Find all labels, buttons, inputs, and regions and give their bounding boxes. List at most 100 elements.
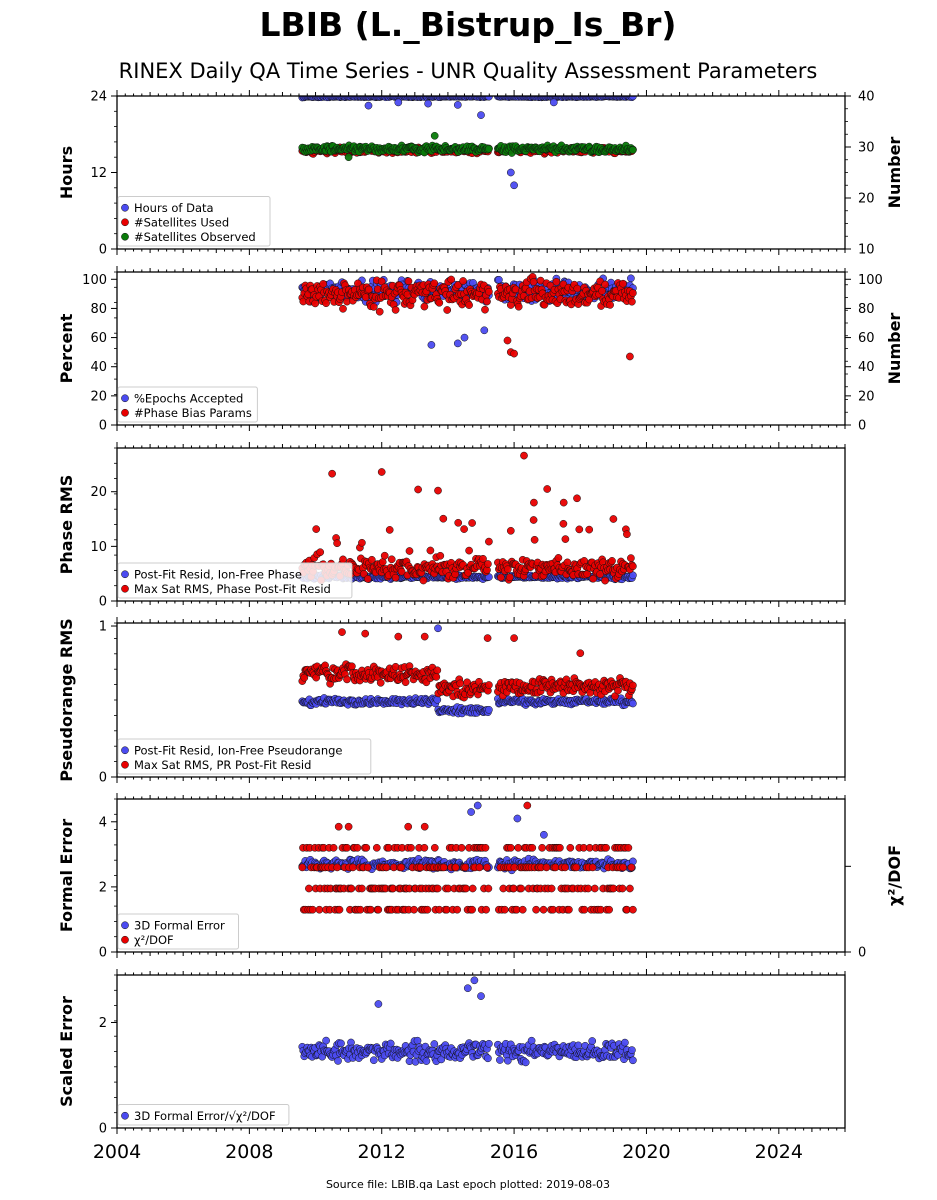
data-point xyxy=(364,101,373,110)
y-tick-label: 80 xyxy=(90,302,107,317)
data-point xyxy=(576,649,585,658)
legend-box xyxy=(117,196,271,247)
legend-marker xyxy=(121,203,129,212)
x-ticks-percent xyxy=(116,266,846,431)
data-point xyxy=(387,555,396,564)
data-point xyxy=(439,514,448,523)
data-point xyxy=(401,678,410,687)
data-point xyxy=(538,843,546,852)
legend-label: Post-Fit Resid, Ion-Free Pseudorange xyxy=(134,743,342,757)
y-tick-label: 100 xyxy=(82,273,107,288)
data-point xyxy=(590,884,599,893)
data-point xyxy=(627,554,635,562)
data-point xyxy=(369,1056,378,1065)
data-point xyxy=(575,525,584,534)
y2-tick-label: 20 xyxy=(858,192,875,207)
legend-hours: Hours of Data#Satellites Used#Satellites… xyxy=(117,196,271,247)
legend-marker xyxy=(121,746,129,755)
data-point xyxy=(629,146,637,154)
data-point xyxy=(484,1054,492,1063)
data-point xyxy=(347,884,356,893)
data-point xyxy=(394,632,403,641)
data-point xyxy=(348,662,356,671)
data-point xyxy=(580,905,589,914)
data-point xyxy=(530,498,538,507)
data-point xyxy=(397,567,406,576)
data-point xyxy=(598,287,606,295)
y-tick-label: 20 xyxy=(90,389,107,404)
data-point xyxy=(521,1058,530,1067)
data-point xyxy=(503,336,512,345)
legend-label: Max Sat RMS, PR Post-Fit Resid xyxy=(134,758,311,772)
data-point xyxy=(405,547,414,555)
data-point xyxy=(339,555,347,564)
data-point xyxy=(497,573,505,582)
legend-marker xyxy=(121,760,129,769)
data-point xyxy=(457,843,466,852)
data-point xyxy=(518,905,527,914)
data-point xyxy=(362,843,371,852)
data-point xyxy=(468,884,477,893)
data-point xyxy=(435,298,444,307)
y-ticks-pseudorange: 01 xyxy=(99,620,117,786)
panel-phase: 0 10 20 Phase RMS Post-Fit Resid, Ion-Free P… xyxy=(57,442,846,610)
data-point xyxy=(529,278,538,286)
data-point xyxy=(475,863,484,872)
points-pseudorange xyxy=(298,624,637,718)
data-point xyxy=(523,801,532,810)
data-point xyxy=(311,299,320,308)
data-point xyxy=(465,301,473,309)
data-point xyxy=(305,884,313,893)
points-formal xyxy=(298,801,637,914)
series-hours-2 xyxy=(298,131,637,162)
data-point xyxy=(513,814,522,823)
legend-box xyxy=(117,913,239,950)
data-point xyxy=(485,287,493,296)
y2-tick-label: 40 xyxy=(858,360,875,375)
data-point xyxy=(434,486,442,495)
data-point xyxy=(377,468,386,476)
data-point xyxy=(528,843,537,852)
data-point xyxy=(483,634,492,642)
data-point xyxy=(484,884,493,893)
data-point xyxy=(480,326,489,335)
data-point xyxy=(601,576,609,585)
legend-marker xyxy=(121,570,129,579)
data-point xyxy=(589,574,598,583)
x-ticks-formal xyxy=(116,793,846,958)
legend-label: %Epochs Accepted xyxy=(134,391,243,405)
data-point xyxy=(609,515,618,523)
y2-tick-label: 10 xyxy=(858,243,875,258)
y2-tick-label: 20 xyxy=(858,389,875,404)
legend-marker xyxy=(121,584,129,593)
data-point xyxy=(473,801,482,810)
data-point xyxy=(338,628,346,636)
data-point xyxy=(372,843,381,852)
legend-label: #Satellites Used xyxy=(134,215,229,229)
y2-tick-label: 0 xyxy=(858,946,866,961)
data-point xyxy=(561,535,570,543)
data-point xyxy=(322,1036,330,1045)
data-point xyxy=(481,305,489,314)
data-point xyxy=(430,131,439,140)
data-point xyxy=(460,525,468,533)
series-hours-0 xyxy=(298,96,637,190)
data-point xyxy=(439,863,448,872)
data-point xyxy=(443,306,452,314)
data-point xyxy=(626,884,634,893)
y-axis-label: Formal Error xyxy=(57,819,76,932)
data-point xyxy=(461,863,470,872)
y-axis-label: Hours xyxy=(57,146,76,199)
data-point xyxy=(430,279,439,288)
data-point xyxy=(565,905,573,914)
data-point xyxy=(315,905,324,914)
legend-marker xyxy=(121,394,129,403)
data-point xyxy=(453,101,462,109)
series-pseudorange-0 xyxy=(298,624,637,718)
y2-tick-label: 60 xyxy=(858,331,875,346)
data-point xyxy=(505,573,514,582)
